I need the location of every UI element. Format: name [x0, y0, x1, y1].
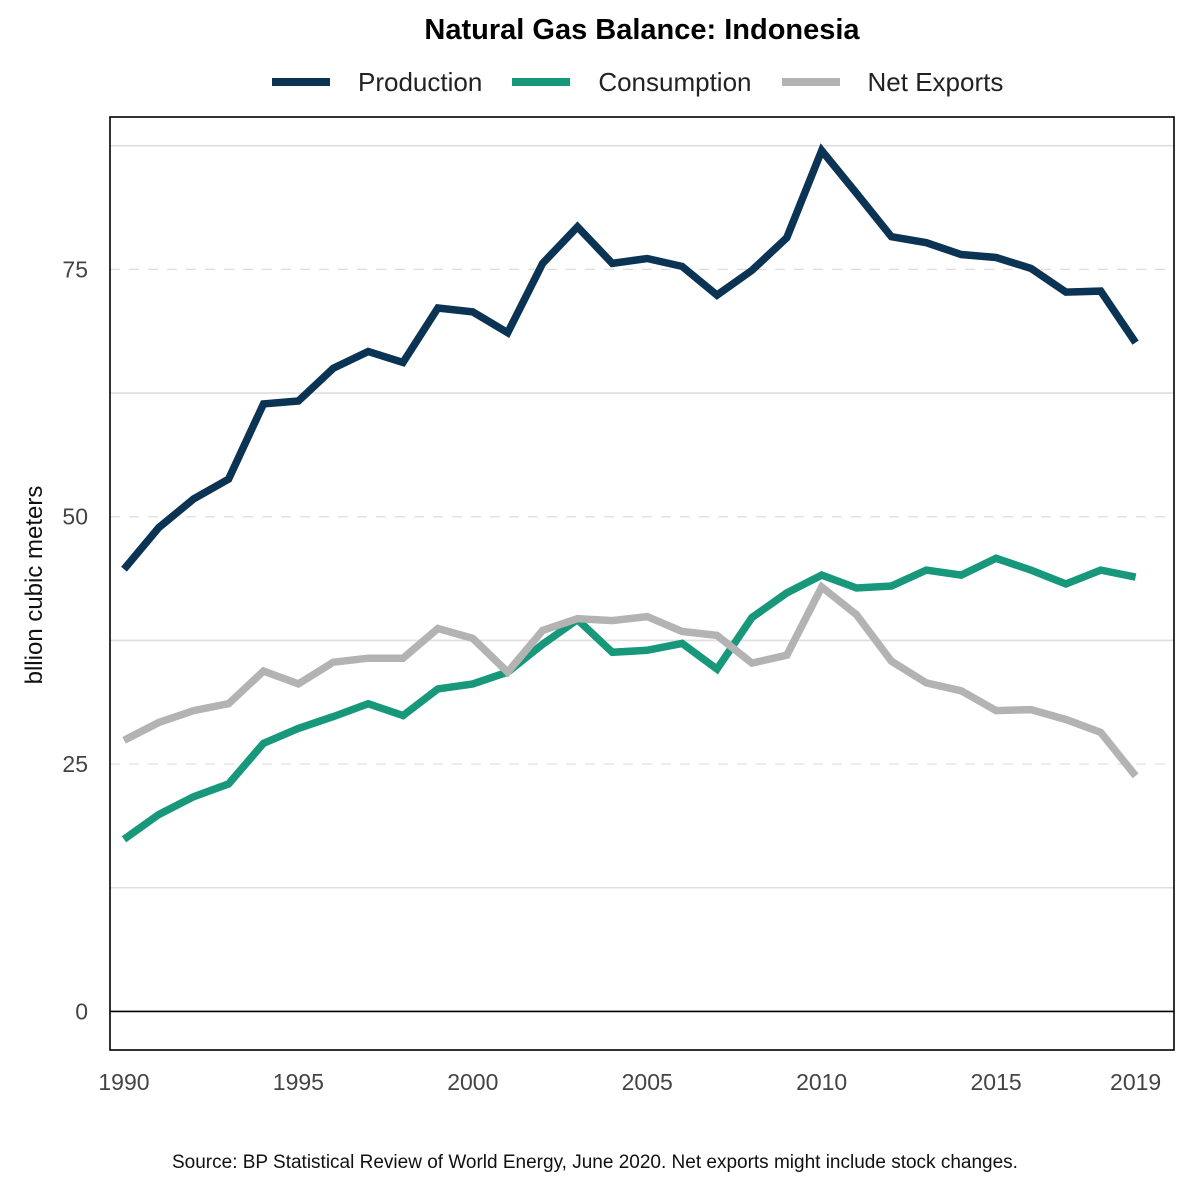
y-tick-label: 0: [75, 998, 88, 1024]
legend: Production Consumption Net Exports: [272, 64, 1033, 100]
chart-title: Natural Gas Balance: Indonesia: [424, 14, 860, 46]
legend-label-consumption: Consumption: [598, 66, 752, 97]
y-axis-title: bllion cubic meters: [21, 486, 48, 685]
x-tick-label: 2010: [796, 1069, 847, 1095]
plot-frame: [109, 116, 1175, 1051]
x-axis-ticks: 1990 1995 2000 2005 2010 2015 2019: [98, 1069, 1161, 1095]
x-tick-label: 2005: [622, 1069, 673, 1095]
series-line-production: [121, 143, 1139, 572]
legend-swatch-consumption: [512, 78, 571, 86]
x-tick-label: 2000: [447, 1069, 498, 1095]
legend-label-net-exports: Net Exports: [867, 66, 1004, 97]
x-tick-label: 2019: [1110, 1069, 1161, 1095]
legend-label-production: Production: [358, 66, 483, 97]
gridlines: [110, 144, 1174, 889]
legend-item-production: Production: [272, 67, 482, 98]
legend-item-consumption: Consumption: [512, 66, 752, 98]
y-tick-label: 50: [62, 504, 88, 530]
legend-item-net-exports: Net Exports: [781, 66, 1004, 98]
x-tick-label: 2015: [970, 1069, 1021, 1095]
series-line-net-exports: [122, 581, 1139, 779]
line-chart: 0 25 50 75 1990 1995 2000 2005 2010 2015 2019 bll…: [21, 116, 1175, 1095]
legend-swatch-net-exports: [781, 78, 840, 86]
source-note: Source: BP Statistical Review of World E…: [172, 1152, 1018, 1173]
x-tick-label: 1995: [273, 1069, 324, 1095]
y-tick-label: 25: [62, 751, 88, 777]
y-axis-ticks: 0 25 50 75: [62, 256, 88, 1024]
y-tick-label: 75: [62, 256, 88, 282]
x-tick-label: 1990: [98, 1069, 149, 1095]
series-line-consumption: [121, 554, 1137, 843]
legend-swatch-production: [272, 78, 330, 86]
series-lines: [121, 143, 1139, 843]
